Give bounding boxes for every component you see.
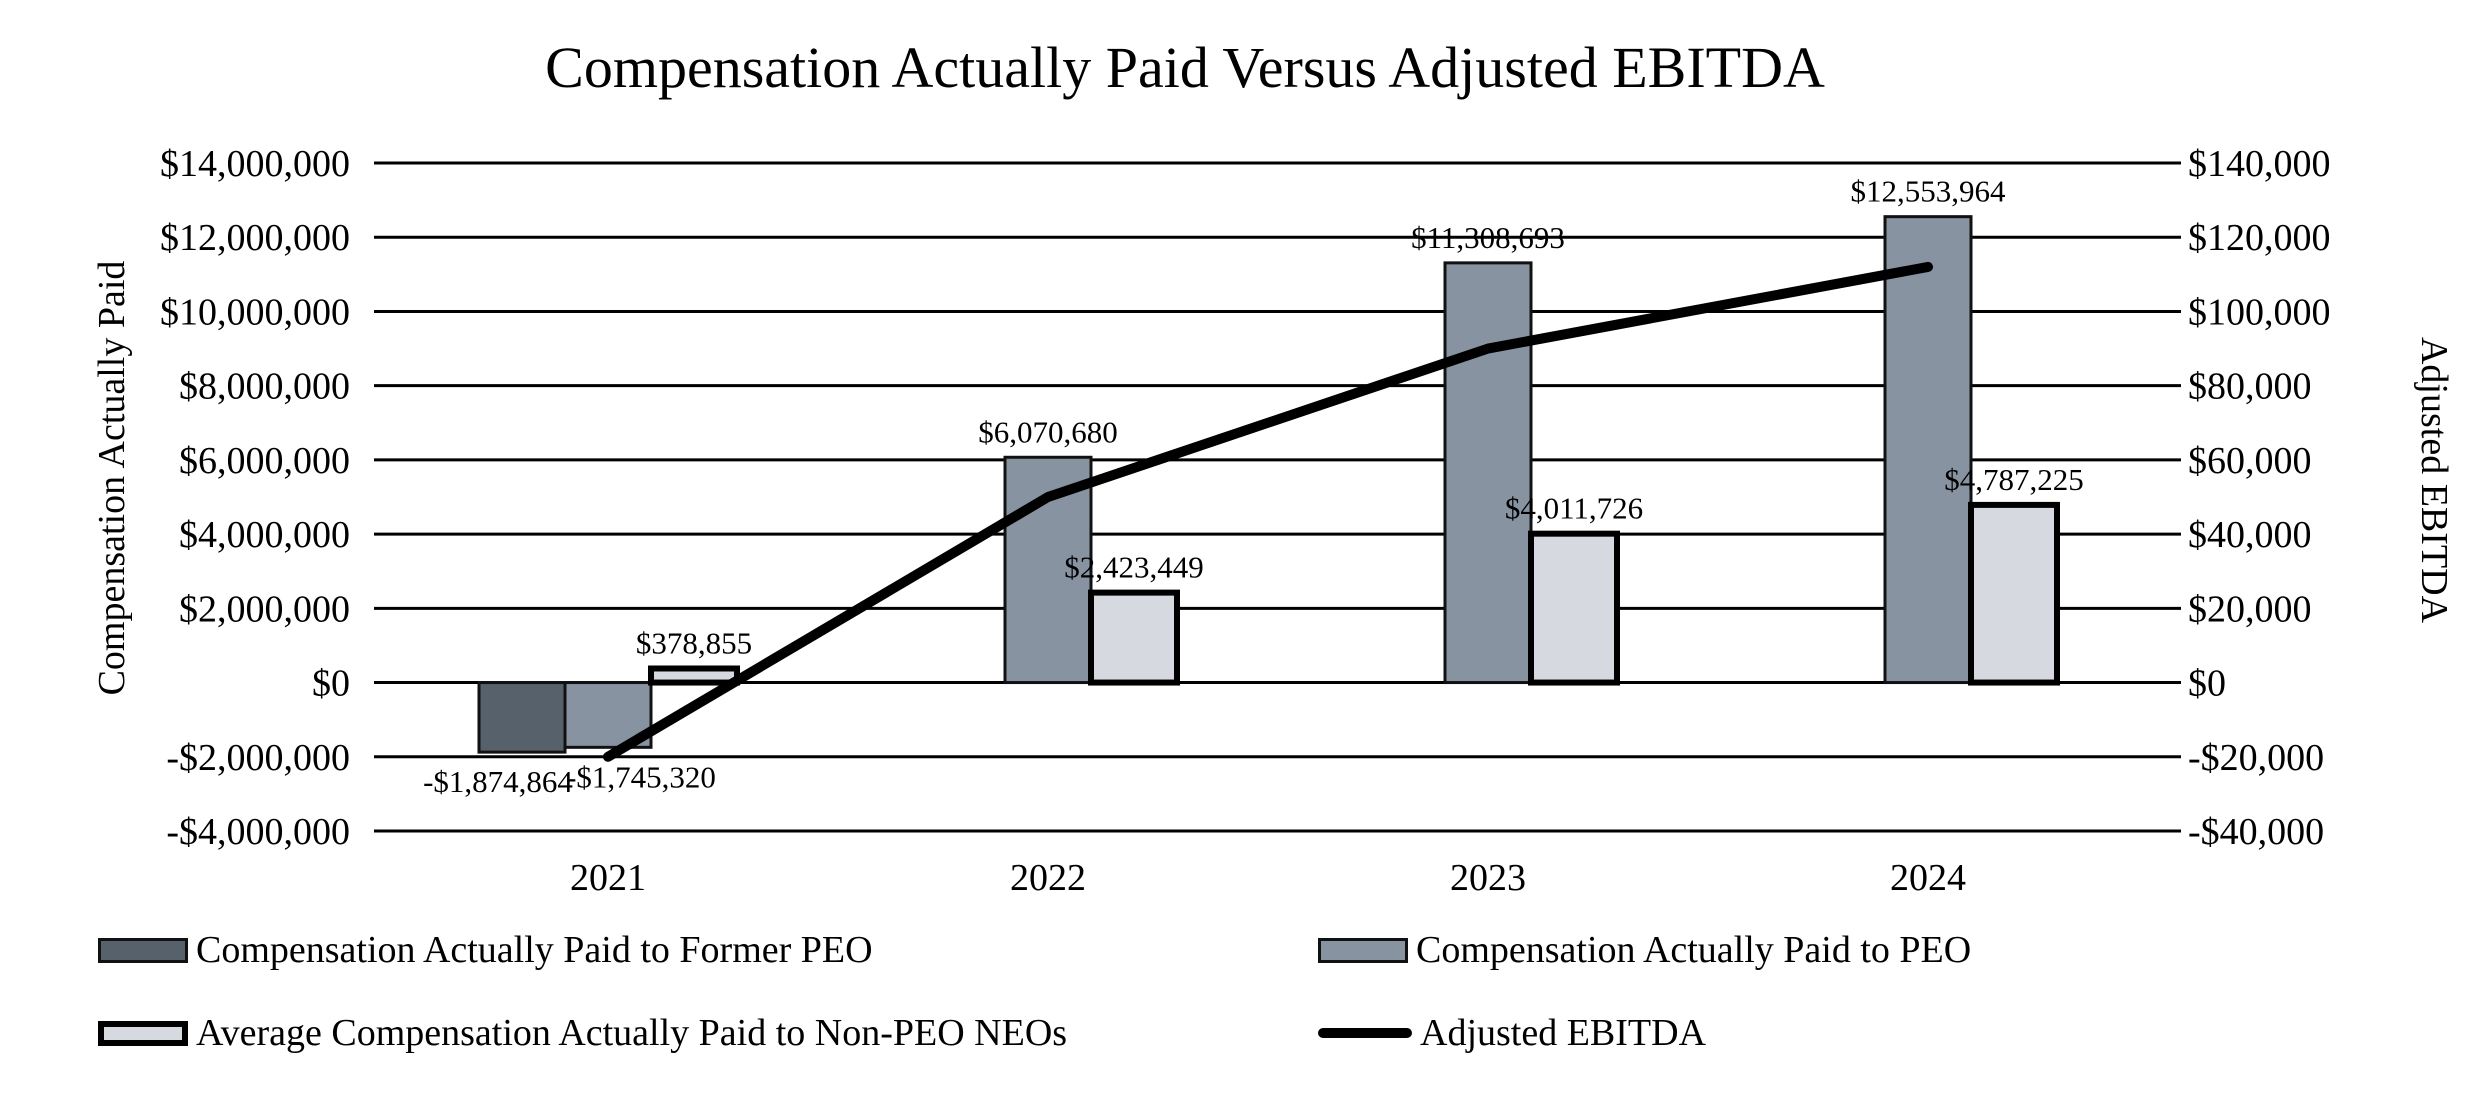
data-label-peo-2023: $11,308,693 bbox=[1411, 220, 1565, 255]
legend-label: Compensation Actually Paid to Former PEO bbox=[196, 929, 873, 971]
bar-non-peo-neos-2021 bbox=[648, 665, 740, 686]
left-axis-tick-label: $4,000,000 bbox=[179, 514, 350, 556]
data-label-non-peo-neos-2021: $378,855 bbox=[636, 625, 752, 660]
adjusted-ebitda-line bbox=[603, 261, 1933, 762]
left-axis-tick-label: $14,000,000 bbox=[160, 143, 350, 185]
legend-label: Average Compensation Actually Paid to No… bbox=[196, 1012, 1068, 1054]
legend-item-adjusted-ebitda: Adjusted EBITDA bbox=[1318, 1012, 1707, 1054]
left-axis-tick-label: $6,000,000 bbox=[179, 440, 350, 482]
right-axis-tick-label: $60,000 bbox=[2188, 440, 2312, 482]
legend-label: Compensation Actually Paid to PEO bbox=[1416, 929, 1972, 971]
bar-peo-2024 bbox=[1883, 215, 1973, 685]
legend-item-peo: Compensation Actually Paid to PEO bbox=[1318, 929, 1972, 971]
right-axis-tick-label: -$40,000 bbox=[2188, 811, 2324, 853]
legend-swatch-peo bbox=[1318, 937, 1408, 963]
right-axis-tick-label: $140,000 bbox=[2188, 143, 2331, 185]
left-axis-tick-label: $0 bbox=[312, 663, 350, 705]
right-axis-tick-label: $40,000 bbox=[2188, 514, 2312, 556]
data-label-peo-2021: -$1,745,320 bbox=[566, 759, 716, 794]
right-axis-tick-label: -$20,000 bbox=[2188, 737, 2324, 779]
left-axis-tick-label: -$2,000,000 bbox=[166, 737, 350, 779]
legend-item-non-peo-neos: Average Compensation Actually Paid to No… bbox=[98, 1012, 1068, 1054]
right-axis-tick-label: $80,000 bbox=[2188, 366, 2312, 408]
chart-title: Compensation Actually Paid Versus Adjust… bbox=[545, 35, 1825, 100]
bar-former-peo-2021 bbox=[477, 681, 567, 754]
data-label-non-peo-neos-2022: $2,423,449 bbox=[1064, 550, 1204, 585]
legend-item-former-peo: Compensation Actually Paid to Former PEO bbox=[98, 929, 873, 971]
left-axis-tick-label: -$4,000,000 bbox=[166, 811, 350, 853]
category-label: 2024 bbox=[1890, 857, 1966, 899]
legend-swatch-non-peo-neos bbox=[98, 1020, 188, 1046]
bar-peo-2023 bbox=[1443, 261, 1533, 685]
bar-non-peo-neos-2022 bbox=[1088, 589, 1180, 686]
left-axis-tick-label: $10,000,000 bbox=[160, 291, 350, 333]
data-label-peo-2022: $6,070,680 bbox=[978, 414, 1118, 449]
legend-label: Adjusted EBITDA bbox=[1420, 1012, 1707, 1054]
right-axis-tick-label: $0 bbox=[2188, 663, 2226, 705]
data-label-peo-2024: $12,553,964 bbox=[1851, 174, 2007, 209]
right-axis-tick-label: $120,000 bbox=[2188, 217, 2331, 259]
data-label-non-peo-neos-2023: $4,011,726 bbox=[1505, 491, 1643, 526]
left-axis-tick-label: $12,000,000 bbox=[160, 217, 350, 259]
right-axis-tick-label: $100,000 bbox=[2188, 291, 2331, 333]
category-label: 2023 bbox=[1450, 857, 1526, 899]
category-label: 2022 bbox=[1010, 857, 1086, 899]
bar-non-peo-neos-2023 bbox=[1528, 530, 1620, 686]
legend-swatch-former-peo bbox=[98, 937, 188, 963]
left-axis-tick-label: $2,000,000 bbox=[179, 588, 350, 630]
legend-line-swatch-adjusted-ebitda bbox=[1318, 1028, 1412, 1038]
right-axis-tick-label: $20,000 bbox=[2188, 588, 2312, 630]
data-label-non-peo-neos-2024: $4,787,225 bbox=[1944, 462, 2084, 497]
left-axis-tick-label: $8,000,000 bbox=[179, 366, 350, 408]
bar-non-peo-neos-2024 bbox=[1968, 501, 2060, 686]
data-label-former-peo-2021: -$1,874,864 bbox=[423, 764, 573, 799]
category-label: 2021 bbox=[570, 857, 646, 899]
